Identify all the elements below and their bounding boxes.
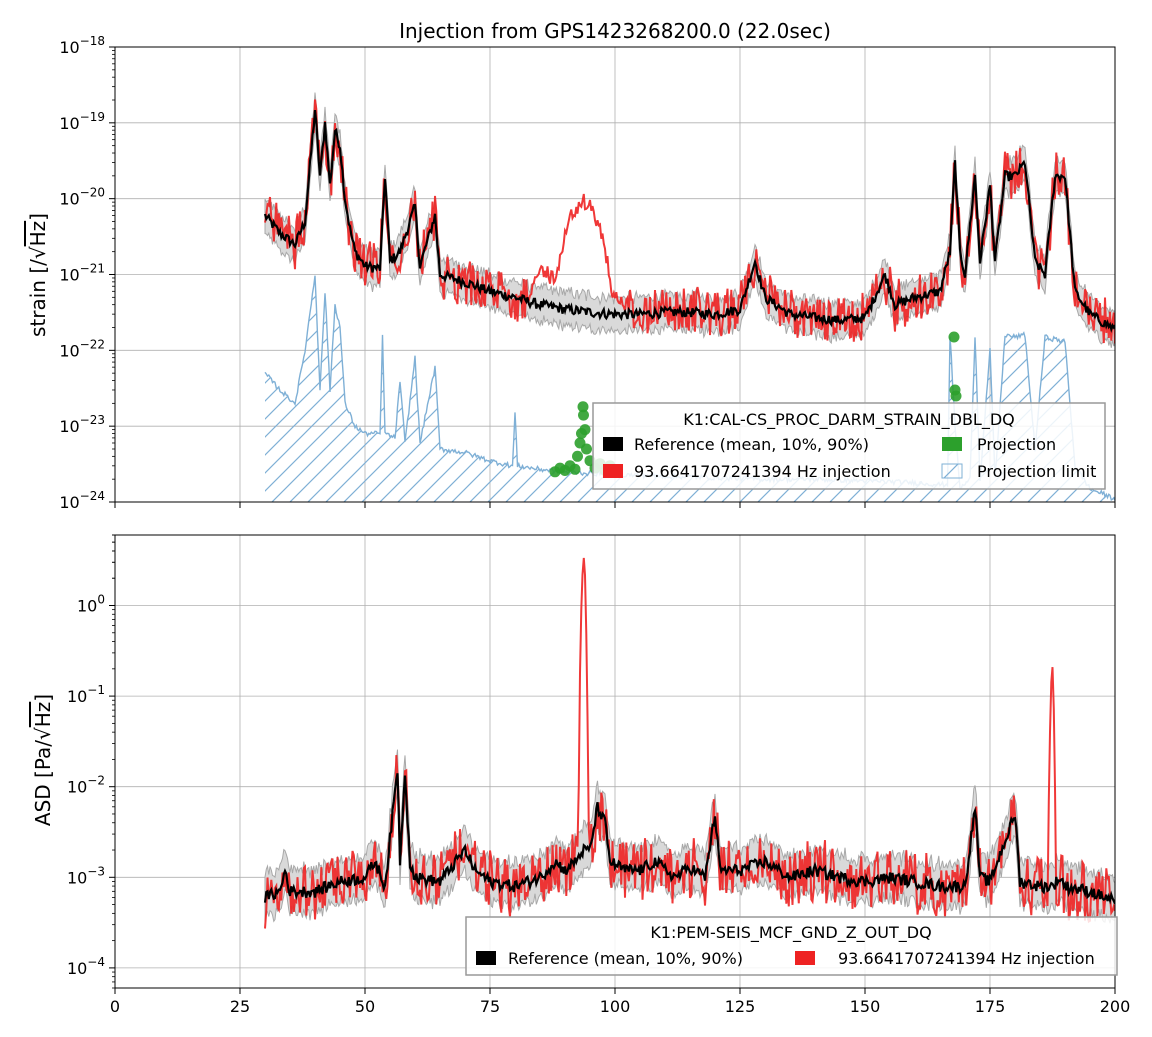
y-tick-label: 10−18 <box>59 34 105 57</box>
y-tick-label: 10−1 <box>67 683 105 706</box>
y-tick-label: 10−21 <box>59 262 105 285</box>
y-tick-label: 10−3 <box>67 864 105 887</box>
strain-ylabel-sqrt: √ <box>26 246 50 259</box>
projection-point <box>577 401 589 413</box>
y-tick-label: 10−24 <box>59 489 105 512</box>
x-tick-label: 100 <box>600 997 631 1016</box>
strain-legend-box <box>592 402 1106 490</box>
strain-legend-title: K1:CAL-CS_PROC_DARM_STRAIN_DBL_DQ <box>683 410 1015 430</box>
asd-ylabel: ASD [Pa/√Hz] <box>31 694 55 826</box>
y-tick-label: 10−20 <box>59 186 105 209</box>
legend-swatch-projection <box>942 437 962 451</box>
asd-legend-swatch-reference <box>476 951 496 965</box>
legend-label-reference: Reference (mean, 10%, 90%) <box>634 435 869 454</box>
asd-ylabel-unit: Hz <box>31 702 55 728</box>
projection-point <box>572 450 583 462</box>
asd-ylabel-sqrt: √ <box>31 727 55 740</box>
projection-point <box>948 331 960 343</box>
figure-title: Injection from GPS1423268200.0 (22.0sec) <box>399 19 831 43</box>
legend-label-projection: Projection <box>977 435 1056 454</box>
x-tick-label: 0 <box>110 997 120 1016</box>
x-tick-label: 150 <box>850 997 881 1016</box>
strain-ylabel: strain [/√Hz] <box>26 213 50 337</box>
y-tick-label: 10−4 <box>67 955 105 978</box>
asd-legend-box <box>465 916 1118 976</box>
strain-panel: 10−18 10−19 10−20 10−21 10−22 10−23 10−24 stra… <box>26 34 1116 512</box>
projection-point <box>950 390 962 402</box>
asd-legend-swatch-injection <box>795 951 815 965</box>
y-tick-label: 10−23 <box>59 413 105 436</box>
x-tick-label: 50 <box>355 997 375 1016</box>
x-tick-label: 200 <box>1100 997 1131 1016</box>
asd-ylabel-suffix: ] <box>31 694 55 702</box>
asd-ticks: 0 25 50 75 100 125 150 175 200 100 10−1 10−2 10−3 10−… <box>67 534 1131 1016</box>
asd-panel: 0 25 50 75 100 125 150 175 200 100 10−1 10−2 10−3 10−… <box>31 534 1131 1016</box>
reference-mean-line <box>263 109 1115 334</box>
strain-ylabel-prefix: strain [/ <box>26 259 50 337</box>
legend-label-injection: 93.6641707241394 Hz injection <box>634 462 891 481</box>
projection-point <box>569 463 581 475</box>
asd-ylabel-prefix: ASD [Pa/ <box>31 740 55 826</box>
legend-label-projection-limit: Projection limit <box>977 462 1096 481</box>
asd-legend-title: K1:PEM-SEIS_MCF_GND_Z_OUT_DQ <box>650 923 931 943</box>
strain-ylabel-suffix: ] <box>26 213 50 221</box>
projection-point <box>579 424 591 436</box>
asd-legend-label-injection: 93.6641707241394 Hz injection <box>838 949 1095 968</box>
y-tick-label: 10−22 <box>59 337 105 360</box>
projection-point <box>581 443 592 455</box>
x-tick-label: 175 <box>975 997 1006 1016</box>
asd-legend: K1:PEM-SEIS_MCF_GND_Z_OUT_DQ Reference (… <box>465 916 1118 976</box>
x-tick-label: 75 <box>480 997 500 1016</box>
projection-point <box>578 409 589 421</box>
y-tick-label: 100 <box>77 593 105 616</box>
legend-swatch-injection <box>603 464 623 478</box>
strain-legend: K1:CAL-CS_PROC_DARM_STRAIN_DBL_DQ Refere… <box>592 402 1106 490</box>
legend-swatch-reference <box>603 437 623 451</box>
x-tick-label: 25 <box>230 997 250 1016</box>
asd-legend-label-reference: Reference (mean, 10%, 90%) <box>508 949 743 968</box>
strain-ticks: 10−18 10−19 10−20 10−21 10−22 10−23 10−24 <box>59 34 1116 512</box>
injection-line <box>264 99 1115 344</box>
legend-swatch-projection-limit <box>941 463 963 479</box>
y-tick-label: 10−2 <box>67 774 105 797</box>
x-tick-label: 125 <box>725 997 756 1016</box>
y-tick-label: 10−19 <box>59 110 105 133</box>
strain-ylabel-unit: Hz <box>26 221 50 247</box>
asd-reference-mean-line <box>263 773 1115 905</box>
